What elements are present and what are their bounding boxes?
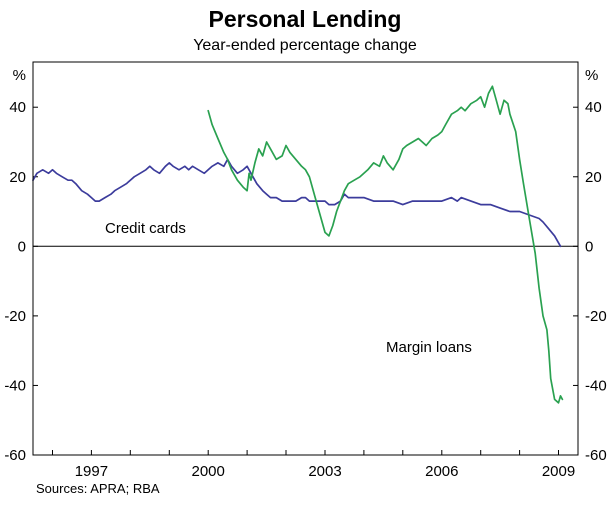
credit-cards-label: Credit cards <box>105 220 186 237</box>
x-axis-label: 1997 <box>75 463 108 480</box>
y-axis-label-right: -40 <box>585 377 607 394</box>
credit-cards-line <box>32 158 562 248</box>
chart-subtitle: Year-ended percentage change <box>193 37 417 54</box>
margin-loans-label: Margin loans <box>386 339 472 356</box>
sources-note: Sources: APRA; RBA <box>36 481 160 496</box>
y-axis-unit-right: % <box>585 67 598 84</box>
chart-title: Personal Lending <box>209 6 402 32</box>
plot-area: -60 -60 -40 -40 -20 -20 0 0 20 20 40 40 1997 2000 2003… <box>4 85 607 480</box>
margin-loans-line <box>207 85 564 404</box>
y-axis-label-right: -20 <box>585 308 607 325</box>
y-axis-label-right: 20 <box>585 169 602 186</box>
y-axis-label-right: 40 <box>585 99 602 116</box>
y-axis-label-left: -40 <box>4 377 26 394</box>
y-axis-label-left: 0 <box>18 238 26 255</box>
y-axis-label-left: -60 <box>4 447 26 464</box>
y-axis-label-right: -60 <box>585 447 607 464</box>
y-axis-label-left: -20 <box>4 308 26 325</box>
y-axis-label-right: 0 <box>585 238 593 255</box>
x-axis-label: 2006 <box>425 463 458 480</box>
x-axis-label: 2003 <box>308 463 341 480</box>
x-axis-label: 2000 <box>192 463 225 480</box>
plot-border <box>32 61 579 456</box>
y-axis-label-left: 20 <box>9 169 26 186</box>
y-axis-label-left: 40 <box>9 99 26 116</box>
x-axis-label: 2009 <box>542 463 575 480</box>
y-axis-unit-left: % <box>13 67 26 84</box>
